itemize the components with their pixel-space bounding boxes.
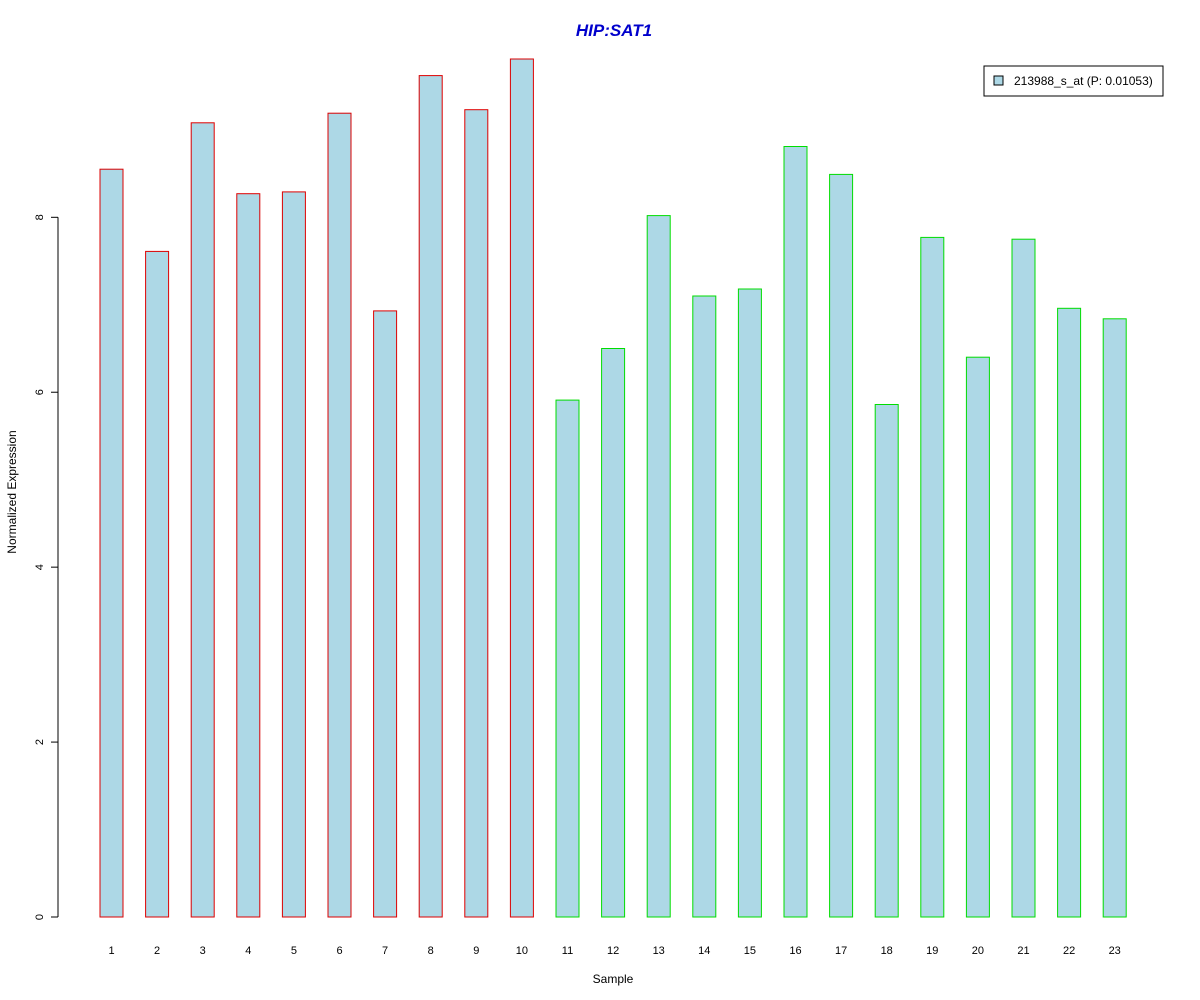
x-tick-label: 6 xyxy=(336,945,342,957)
x-tick-label: 5 xyxy=(291,945,297,957)
y-axis: 0 2 4 6 8 xyxy=(34,214,59,920)
x-tick-label: 20 xyxy=(972,945,984,957)
bar-sample-3 xyxy=(190,122,215,918)
legend-swatch xyxy=(993,75,1004,86)
bar-sample-16 xyxy=(783,146,808,918)
x-tick-label: 2 xyxy=(154,945,160,957)
bar-sample-12 xyxy=(601,348,626,918)
bar-sample-17 xyxy=(829,173,854,918)
y-tick-label: 2 xyxy=(34,739,46,745)
bar-sample-15 xyxy=(737,288,762,918)
chart-title: HIP:SAT1 xyxy=(576,21,652,40)
bar-sample-10 xyxy=(509,58,534,918)
x-tick-label: 19 xyxy=(926,945,938,957)
bar-sample-9 xyxy=(464,109,489,918)
x-tick-label: 1 xyxy=(108,945,114,957)
x-tick-label: 14 xyxy=(698,945,710,957)
x-tick-label: 12 xyxy=(607,945,619,957)
x-tick-label: 4 xyxy=(245,945,251,957)
legend-box xyxy=(983,65,1164,97)
x-tick-label: 21 xyxy=(1017,945,1029,957)
bar-sample-14 xyxy=(692,295,717,918)
bar-sample-23 xyxy=(1102,318,1127,918)
bar-sample-20 xyxy=(965,356,990,918)
x-tick-label: 15 xyxy=(744,945,756,957)
y-tick-label: 4 xyxy=(34,564,46,570)
x-tick-labels: 1 2 3 4 5 6 7 8 9 10 11 12 13 14 15 16 17 18 19 20 21 22 23 xyxy=(108,945,1120,957)
bar-sample-21 xyxy=(1011,238,1036,918)
x-tick-label: 7 xyxy=(382,945,388,957)
bar-sample-11 xyxy=(555,399,580,918)
bar-sample-19 xyxy=(920,236,945,918)
x-tick-label: 23 xyxy=(1109,945,1121,957)
legend: 213988_s_at (P: 0.01053) xyxy=(983,65,1164,97)
bar-sample-8 xyxy=(418,75,443,918)
y-tick-label: 6 xyxy=(34,389,46,395)
x-tick-label: 9 xyxy=(473,945,479,957)
bar-sample-7 xyxy=(373,310,398,918)
bar-sample-2 xyxy=(145,250,170,918)
bar-sample-22 xyxy=(1057,307,1082,918)
x-tick-label: 13 xyxy=(653,945,665,957)
bar-sample-18 xyxy=(874,404,899,918)
x-tick-label: 3 xyxy=(200,945,206,957)
bars-group xyxy=(99,58,1127,918)
bar-sample-4 xyxy=(236,193,261,918)
x-axis-title: Sample xyxy=(593,972,634,986)
x-tick-label: 16 xyxy=(789,945,801,957)
legend-label: 213988_s_at (P: 0.01053) xyxy=(1014,74,1153,88)
x-tick-label: 10 xyxy=(516,945,528,957)
x-tick-label: 22 xyxy=(1063,945,1075,957)
bar-sample-5 xyxy=(281,191,306,918)
y-axis-title: Normalized Expression xyxy=(5,430,19,553)
x-tick-label: 18 xyxy=(881,945,893,957)
bar-sample-13 xyxy=(646,215,671,918)
x-tick-label: 11 xyxy=(562,945,573,957)
y-tick-label: 0 xyxy=(34,914,46,920)
x-tick-label: 17 xyxy=(835,945,847,957)
bar-sample-6 xyxy=(327,112,352,918)
x-tick-label: 8 xyxy=(428,945,434,957)
y-tick-label: 8 xyxy=(34,214,46,220)
bar-sample-1 xyxy=(99,168,124,918)
